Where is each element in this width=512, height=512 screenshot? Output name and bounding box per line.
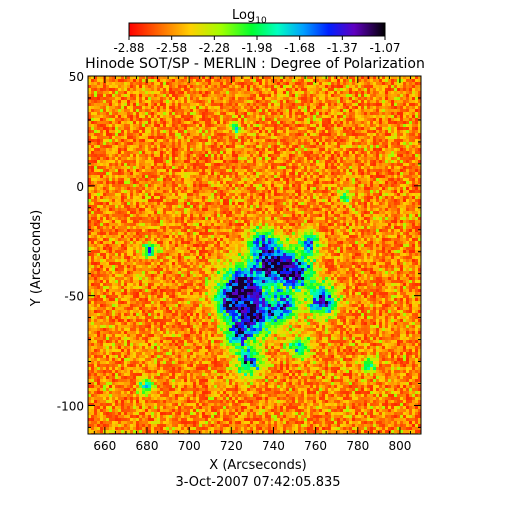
timestamp: 3-Oct-2007 07:42:05.835 [175, 475, 340, 490]
x-tick-label: 760 [304, 439, 327, 453]
y-tick-label: -50 [64, 290, 84, 304]
x-tick-label: 720 [220, 439, 243, 453]
colorbar-ticks: -2.88 -2.58 -2.28 -1.98 -1.68 -1.37 -1.07 [113, 36, 401, 55]
x-tick-label: 740 [262, 439, 285, 453]
y-tick-label: 50 [69, 70, 84, 84]
polarization-map [88, 76, 421, 434]
x-axis-ticks: 660 680 700 720 740 760 780 800 [93, 76, 422, 453]
colorbar-label: Log10 [232, 8, 267, 26]
plot-frame [87, 75, 422, 435]
x-tick-label: 660 [93, 439, 116, 453]
x-tick-label: 700 [178, 439, 201, 453]
x-tick-label: 680 [136, 439, 159, 453]
y-axis-ticks: 50 0 -50 -100 [57, 70, 421, 428]
y-tick-label: -100 [57, 399, 84, 413]
colorbar-tick-label: -2.58 [156, 41, 187, 55]
plot-title: Hinode SOT/SP - MERLIN : Degree of Polar… [85, 56, 425, 72]
y-tick-label: 0 [76, 180, 84, 194]
x-tick-label: 780 [346, 439, 369, 453]
colorbar-tick-label: -1.68 [284, 41, 315, 55]
colorbar [128, 22, 386, 37]
colorbar-tick-label: -1.37 [327, 41, 358, 55]
x-axis-label: X (Arcseconds) [209, 458, 306, 473]
x-tick-label: 800 [388, 439, 411, 453]
y-axis-label: Y (Arcseconds) [29, 210, 44, 307]
colorbar-tick-label: -1.07 [369, 41, 400, 55]
colorbar-tick-label: -2.88 [113, 41, 144, 55]
colorbar-tick-label: -1.98 [241, 41, 272, 55]
colorbar-tick-label: -2.28 [199, 41, 230, 55]
